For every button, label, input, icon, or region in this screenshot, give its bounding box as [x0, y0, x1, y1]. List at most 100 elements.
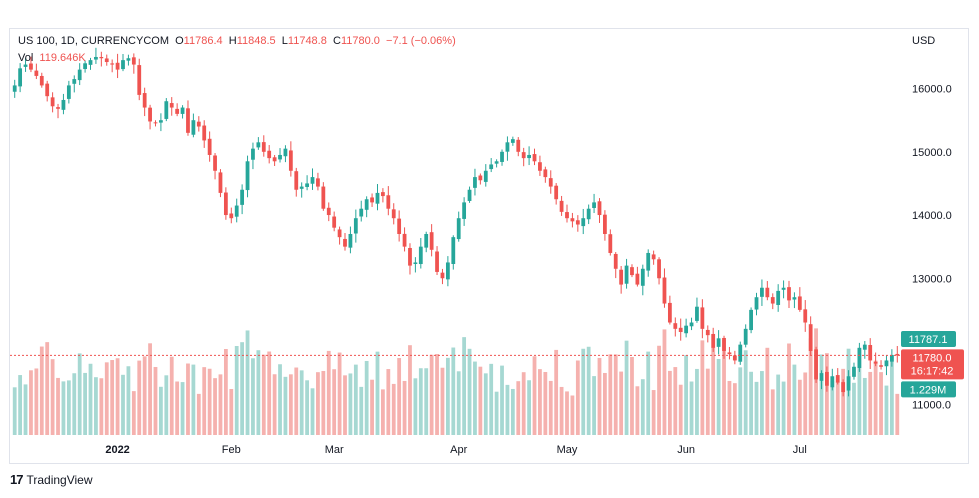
volume-bar — [738, 367, 743, 435]
candle-body — [218, 172, 223, 193]
candle-body — [148, 107, 152, 122]
candle-body — [245, 161, 250, 191]
volume-bar — [554, 349, 559, 435]
volume-bar — [879, 372, 883, 435]
volume-bar — [45, 342, 50, 435]
candle-body — [61, 99, 66, 110]
candle-body — [110, 63, 115, 65]
volume-bar — [825, 353, 829, 435]
volume-bar — [657, 345, 661, 435]
time-axis[interactable]: 2022 Feb Mar Apr May Jun Jul — [105, 444, 807, 456]
low-value: 11748.8 — [287, 35, 327, 47]
volume-bar — [391, 383, 396, 435]
candle-body — [126, 58, 131, 61]
volume-bar — [711, 347, 716, 435]
price-badge-last-text: 11780.0 — [913, 352, 952, 364]
volume-bar — [516, 381, 521, 435]
volume-bar — [603, 372, 607, 435]
candle-body — [240, 189, 245, 205]
candle-body — [88, 60, 93, 65]
candle-body — [500, 151, 504, 162]
candle-body — [272, 157, 277, 162]
volume-bar — [732, 383, 737, 435]
candle-body — [18, 68, 23, 87]
high-value: 11848.5 — [236, 35, 276, 47]
volume-bar — [381, 389, 385, 435]
volume-bar — [830, 380, 835, 435]
candle-body — [164, 101, 169, 119]
volume-bar — [630, 356, 634, 435]
volume-bar — [186, 363, 190, 435]
volume-bar — [727, 380, 732, 435]
chart-frame — [9, 28, 969, 464]
candle-body — [657, 259, 661, 279]
candle-body — [689, 322, 694, 327]
volume-bar — [77, 353, 82, 435]
volume-bar — [142, 356, 147, 435]
price-candles — [12, 47, 900, 397]
volume-bar — [873, 360, 878, 435]
candle-body — [749, 309, 753, 331]
volume-bar — [131, 391, 136, 435]
candle-body — [72, 79, 77, 84]
tv-logo-icon[interactable]: 17 — [10, 472, 24, 487]
volume-bar — [749, 371, 753, 435]
candle-body — [462, 202, 467, 219]
volume-bar — [402, 380, 407, 435]
candle-body — [169, 103, 174, 108]
candle-body — [305, 183, 309, 187]
volume-bar — [326, 350, 331, 435]
candle-body — [364, 199, 369, 210]
volume-bar — [39, 346, 44, 435]
volume-bar — [592, 376, 596, 435]
candle-body — [792, 297, 797, 300]
volume-bar — [889, 355, 894, 435]
volume-bar — [586, 346, 591, 435]
volume-bar — [305, 380, 309, 435]
candle-body — [808, 324, 813, 351]
volume-bar — [527, 380, 531, 435]
time-tick-label: Jun — [677, 444, 695, 456]
volume-bar — [500, 365, 504, 435]
volume-bar — [364, 360, 369, 435]
candle-body — [353, 218, 358, 234]
price-tick-label: 16000.0 — [912, 84, 952, 96]
brand-name[interactable]: TradingView — [26, 472, 93, 487]
volume-bar — [148, 343, 152, 435]
candle-body — [424, 234, 429, 248]
volume-bar — [61, 381, 66, 435]
volume-bar — [852, 382, 856, 435]
candle-body — [862, 344, 867, 350]
volume-bar — [662, 329, 667, 435]
volume-bar — [689, 381, 694, 435]
volume-bar — [651, 390, 656, 435]
volume-bar — [115, 358, 120, 435]
volume-bar — [559, 386, 564, 435]
candle-body — [722, 337, 726, 351]
volume-bar — [56, 377, 60, 435]
volume-bar — [538, 369, 542, 435]
volume-bar — [760, 371, 764, 435]
candle-body — [787, 287, 791, 301]
symbol-label[interactable]: US 100, 1D, CURRENCYCOM — [18, 35, 169, 47]
volume-bar — [435, 354, 439, 435]
candle-body — [386, 195, 391, 209]
candle-body — [575, 220, 580, 225]
candle-body — [153, 122, 158, 124]
price-badge-up-text: 11787.1 — [909, 334, 948, 346]
volume-bar — [202, 367, 207, 435]
candle-body — [684, 325, 689, 334]
volume-bar — [467, 348, 472, 435]
volume-bar — [456, 371, 461, 435]
volume-bar — [332, 369, 337, 435]
volume-bar — [418, 368, 423, 435]
candle-body — [884, 360, 889, 367]
candle-body — [889, 354, 894, 362]
candle-body — [619, 269, 624, 285]
volume-bar — [397, 358, 402, 435]
volume-bar — [34, 368, 39, 435]
volume-bar — [104, 362, 109, 435]
time-tick-label: Jul — [793, 444, 807, 456]
volume-bar — [294, 367, 299, 435]
